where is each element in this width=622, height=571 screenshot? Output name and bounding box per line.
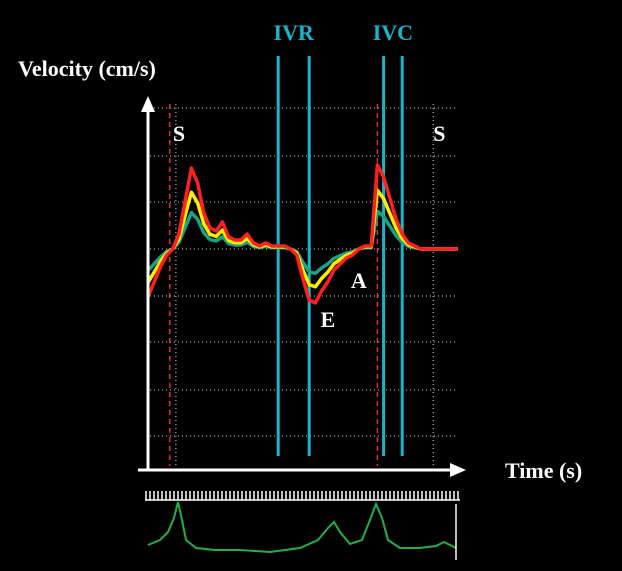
wave-label: S xyxy=(433,121,445,146)
ecg-panel xyxy=(145,491,460,560)
x-axis-label: Time (s) xyxy=(505,458,582,483)
wave-label: A xyxy=(351,268,367,293)
ecg-trace xyxy=(147,501,457,554)
interval-label: IVC xyxy=(373,20,413,45)
y-axis-label: Velocity (cm/s) xyxy=(18,56,156,81)
gridlines xyxy=(150,107,458,437)
y-axis-arrow-icon xyxy=(141,96,155,112)
interval-labels: IVR IVC xyxy=(274,20,414,45)
wave-label: S xyxy=(173,121,185,146)
x-axis-arrow-icon xyxy=(450,463,466,477)
ecg-time-ticks xyxy=(145,491,459,500)
series-lines xyxy=(146,163,458,305)
wave-label: E xyxy=(320,307,335,332)
series-line-red xyxy=(146,163,458,305)
interval-label: IVR xyxy=(274,20,315,45)
markers xyxy=(168,56,434,466)
wave-labels: S AE S xyxy=(173,121,446,332)
